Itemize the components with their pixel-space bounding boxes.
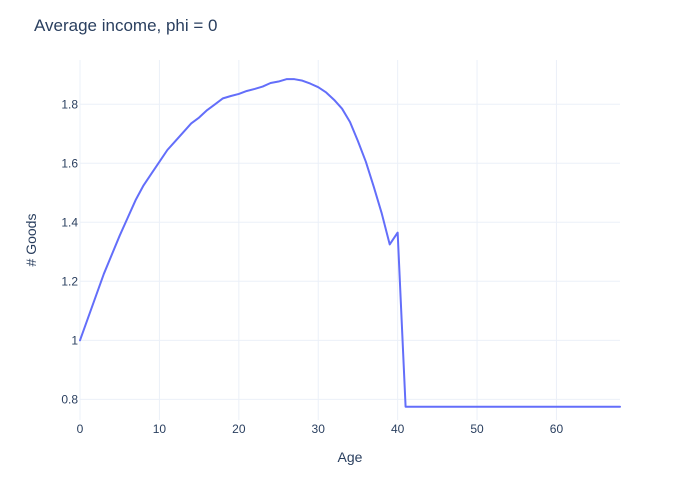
y-gridlines — [80, 103, 620, 400]
x-tick-label: 60 — [550, 422, 564, 436]
y-tick-label: 1 — [71, 333, 78, 347]
y-tick-label: 1.2 — [61, 274, 78, 288]
y-tick-label: 1.4 — [61, 215, 78, 229]
y-tick-label: 0.8 — [61, 392, 78, 406]
x-tick-labels: 0 10 20 30 40 50 60 — [77, 422, 564, 436]
x-tick-label: 50 — [470, 422, 484, 436]
x-tick-label: 30 — [312, 422, 326, 436]
x-gridlines — [79, 60, 557, 420]
y-tick-label: 1.8 — [61, 97, 78, 111]
x-tick-label: 0 — [77, 422, 84, 436]
x-axis-title: Age — [338, 449, 363, 465]
y-axis-title: # Goods — [23, 214, 39, 267]
series-line — [79, 78, 621, 408]
x-tick-label: 40 — [391, 422, 405, 436]
x-tick-label: 10 — [153, 422, 167, 436]
y-tick-labels: 0.8 1 1.2 1.4 1.6 1.8 — [61, 97, 78, 406]
x-tick-label: 20 — [232, 422, 246, 436]
chart-title: Average income, phi = 0 — [34, 16, 218, 35]
y-tick-label: 1.6 — [61, 156, 78, 170]
